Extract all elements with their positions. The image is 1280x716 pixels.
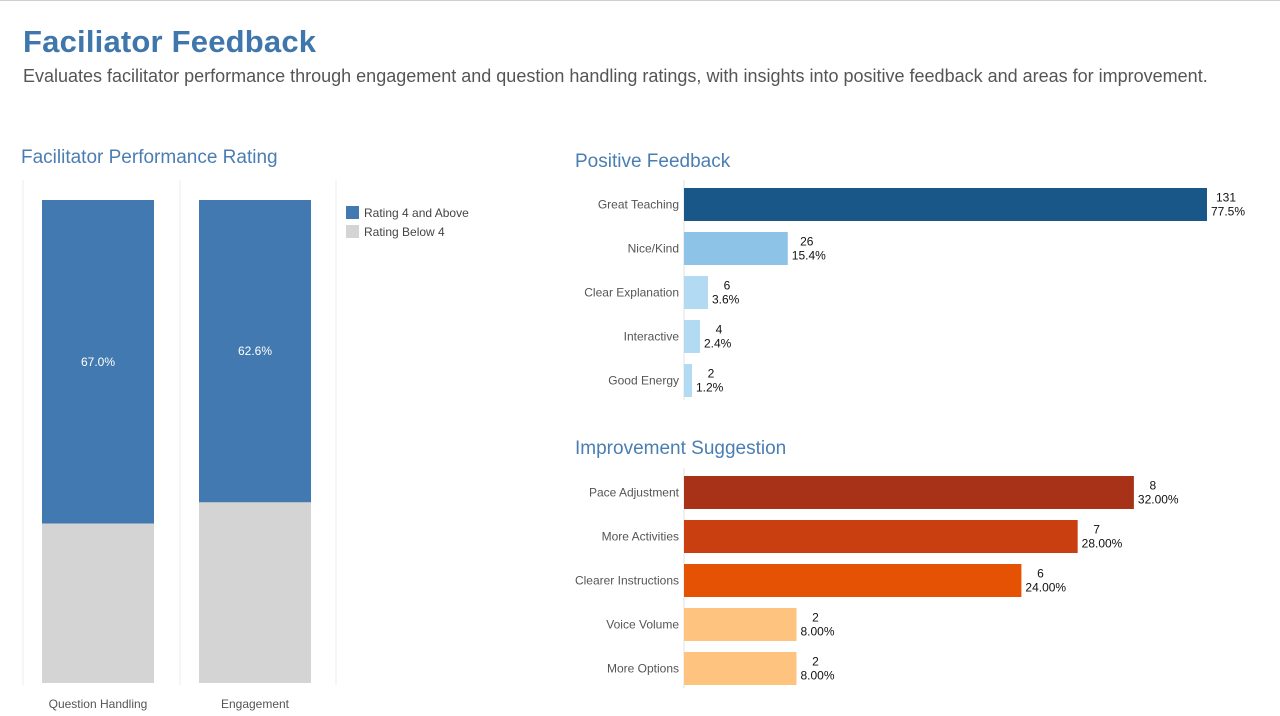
bar-pace-adjustment[interactable] (684, 476, 1134, 509)
bar-more-activities[interactable] (684, 520, 1078, 553)
tick-label-engagement: Engagement (221, 697, 290, 711)
rating-chart: 67.0% Question Handling 62.6% Engagement (22, 180, 337, 711)
category-label-clearer-instructions: Clearer Instructions (575, 574, 679, 588)
improvement-chart-title: Improvement Suggestion (575, 438, 787, 459)
bar-engagement-above[interactable] (199, 200, 311, 503)
category-label-good-energy: Good Energy (608, 374, 679, 388)
rating-legend: Rating 4 and Above Rating Below 4 (346, 203, 469, 241)
bar-clear-explanation[interactable] (684, 276, 708, 309)
legend-item-below[interactable]: Rating Below 4 (346, 222, 469, 241)
percent-label-interactive: 2.4% (704, 337, 732, 351)
percent-label-more-options: 8.00% (800, 669, 834, 683)
value-label-more-options: 2 (812, 655, 819, 669)
data-label-question-handling: 67.0% (81, 355, 115, 369)
legend-item-above[interactable]: Rating 4 and Above (346, 203, 469, 222)
percent-label-good-energy: 1.2% (696, 381, 724, 395)
tick-label-question-handling: Question Handling (49, 697, 148, 711)
percent-label-great-teaching: 77.5% (1211, 205, 1245, 219)
percent-label-voice-volume: 8.00% (800, 625, 834, 639)
category-label-interactive: Interactive (624, 330, 680, 344)
page-subtitle: Evaluates facilitator performance throug… (23, 66, 1208, 86)
value-label-interactive: 4 (716, 323, 723, 337)
legend-label-below: Rating Below 4 (364, 224, 445, 239)
page-title: Faciliator Feedback (23, 24, 317, 59)
percent-label-clearer-instructions: 24.00% (1025, 581, 1066, 595)
category-label-nice-kind: Nice/Kind (628, 242, 679, 256)
category-label-more-activities: More Activities (602, 530, 679, 544)
percent-label-clear-explanation: 3.6% (712, 293, 740, 307)
percent-label-pace-adjustment: 32.00% (1138, 493, 1179, 507)
bar-engagement-below[interactable] (199, 502, 311, 683)
legend-swatch-below (346, 225, 359, 238)
category-label-voice-volume: Voice Volume (606, 618, 679, 632)
data-label-engagement: 62.6% (238, 344, 272, 358)
value-label-great-teaching: 131 (1216, 191, 1236, 205)
value-label-clearer-instructions: 6 (1037, 567, 1044, 581)
bar-great-teaching[interactable] (684, 188, 1207, 221)
percent-label-more-activities: 28.00% (1082, 537, 1123, 551)
rating-chart-title: Facilitator Performance Rating (21, 147, 278, 168)
value-label-pace-adjustment: 8 (1150, 479, 1157, 493)
legend-label-above: Rating 4 and Above (364, 205, 469, 220)
category-label-pace-adjustment: Pace Adjustment (589, 486, 680, 500)
top-divider (0, 0, 1280, 1)
bar-interactive[interactable] (684, 320, 700, 353)
value-label-good-energy: 2 (708, 367, 715, 381)
category-label-great-teaching: Great Teaching (598, 198, 679, 212)
bar-voice-volume[interactable] (684, 608, 797, 641)
improvement-suggestion-chart: Pace Adjustment 832.00%More Activities 728… (575, 468, 1179, 688)
value-label-more-activities: 7 (1093, 523, 1100, 537)
bar-question-handling-below[interactable] (42, 523, 154, 683)
bar-question-handling-above[interactable] (42, 200, 154, 524)
bar-clearer-instructions[interactable] (684, 564, 1022, 597)
value-label-clear-explanation: 6 (724, 279, 731, 293)
value-label-nice-kind: 26 (800, 235, 814, 249)
percent-label-nice-kind: 15.4% (792, 249, 826, 263)
category-label-more-options: More Options (607, 662, 679, 676)
value-label-voice-volume: 2 (812, 611, 819, 625)
category-label-clear-explanation: Clear Explanation (584, 286, 679, 300)
positive-chart-title: Positive Feedback (575, 151, 731, 172)
bar-more-options[interactable] (684, 652, 797, 685)
bar-nice-kind[interactable] (684, 232, 788, 265)
legend-swatch-above (346, 206, 359, 219)
bar-good-energy[interactable] (684, 364, 692, 397)
